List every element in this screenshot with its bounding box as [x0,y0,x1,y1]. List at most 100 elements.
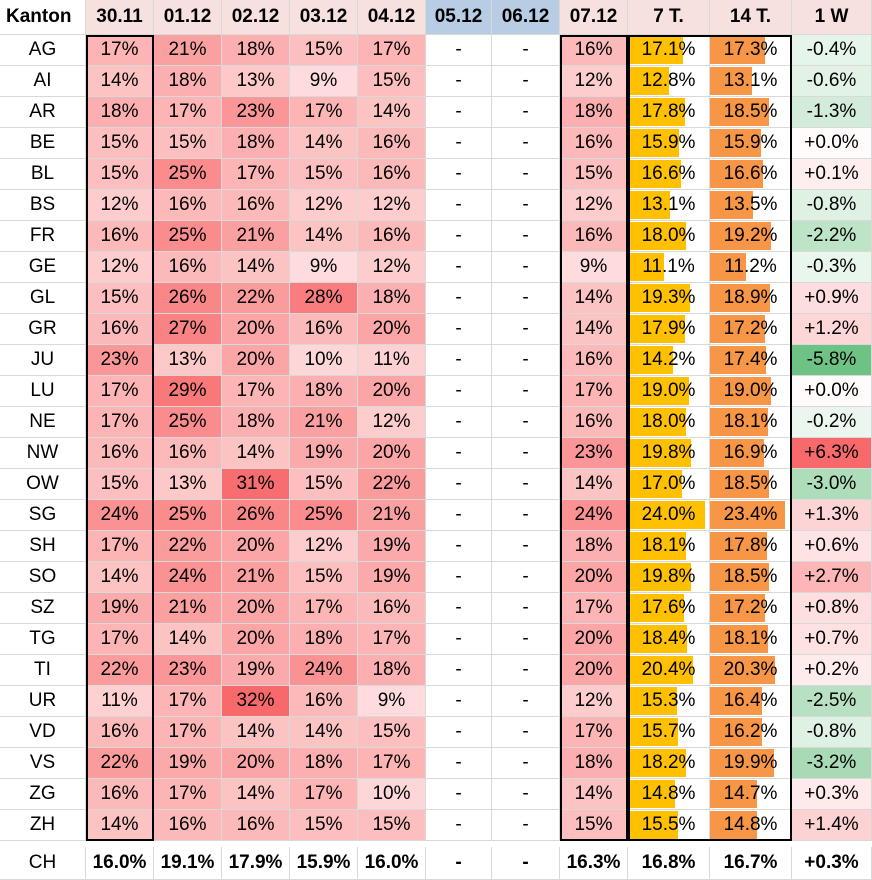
data-cell[interactable]: 20% [358,438,426,469]
row-label-bs[interactable]: BS [0,190,86,221]
data-cell[interactable]: 26% [154,283,222,314]
data-cell[interactable]: 23% [86,345,154,376]
week-change-cell[interactable]: +0.0% [792,376,872,407]
data-cell[interactable]: - [426,438,492,469]
data-cell[interactable]: - [492,500,560,531]
data-cell[interactable]: 12% [560,66,628,97]
data-cell[interactable]: - [492,221,560,252]
data-cell[interactable]: 15% [290,159,358,190]
row-label-vs[interactable]: VS [0,748,86,779]
data-cell[interactable]: 16% [222,190,290,221]
data-cell[interactable]: - [492,252,560,283]
data-cell[interactable]: - [426,97,492,128]
week-change-cell[interactable]: -0.8% [792,190,872,221]
data-cell[interactable]: 14% [290,717,358,748]
week-change-cell[interactable]: -0.4% [792,35,872,66]
data-cell[interactable]: - [492,624,560,655]
data-cell[interactable]: 17% [222,376,290,407]
data-cell[interactable]: 14% [222,779,290,810]
week-change-cell[interactable]: +2.7% [792,562,872,593]
data-cell[interactable]: 21% [222,221,290,252]
week-change-cell[interactable]: +0.7% [792,624,872,655]
data-cell[interactable]: 15% [86,128,154,159]
week-change-cell[interactable]: -0.8% [792,717,872,748]
data-cell[interactable]: 14% [560,283,628,314]
data-cell[interactable]: - [426,345,492,376]
data-cell[interactable]: - [492,407,560,438]
data-cell[interactable]: - [426,469,492,500]
data-cell[interactable]: 17% [290,97,358,128]
data-cell[interactable]: 10% [290,345,358,376]
data-cell[interactable]: - [426,283,492,314]
data-cell[interactable]: 13% [154,345,222,376]
data-cell[interactable]: 15% [154,128,222,159]
data-cell[interactable]: 14% [358,97,426,128]
data-cell[interactable]: 18% [560,531,628,562]
data-cell[interactable]: 17% [154,779,222,810]
data-cell[interactable]: 17% [222,159,290,190]
data-cell[interactable]: 14% [86,562,154,593]
data-cell[interactable]: 14% [222,438,290,469]
data-cell[interactable]: 23% [560,438,628,469]
data-cell[interactable]: 17% [358,35,426,66]
data-cell[interactable]: 9% [290,66,358,97]
bar-cell-t14[interactable]: 17.4% [710,345,792,376]
bar-cell-t7[interactable]: 19.8% [628,438,710,469]
data-cell[interactable]: 16% [358,593,426,624]
bar-cell-t14[interactable]: 15.9% [710,128,792,159]
data-cell[interactable]: 16% [86,314,154,345]
data-cell[interactable]: - [426,221,492,252]
week-change-cell[interactable]: -0.2% [792,407,872,438]
bar-cell-t14[interactable]: 19.9% [710,748,792,779]
data-cell[interactable]: 10% [358,779,426,810]
bar-cell-t7[interactable]: 24.0% [628,500,710,531]
bar-cell-t7[interactable]: 11.1% [628,252,710,283]
row-label-sg[interactable]: SG [0,500,86,531]
data-cell[interactable]: 22% [222,283,290,314]
data-cell[interactable]: 16% [154,438,222,469]
bar-cell-t7[interactable]: 15.7% [628,717,710,748]
data-cell[interactable]: 16% [290,314,358,345]
data-cell[interactable]: 15% [86,283,154,314]
data-cell[interactable]: - [492,531,560,562]
data-cell[interactable]: 23% [154,655,222,686]
bar-cell-t7[interactable]: 17.0% [628,469,710,500]
data-cell[interactable]: 15% [560,810,628,841]
data-cell[interactable]: 26% [222,500,290,531]
data-cell[interactable]: - [426,252,492,283]
data-cell[interactable]: - [426,376,492,407]
data-cell[interactable]: 12% [358,190,426,221]
data-cell[interactable]: 19% [358,531,426,562]
data-cell[interactable]: - [492,779,560,810]
data-cell[interactable]: - [426,407,492,438]
bar-cell-t7[interactable]: 19.0% [628,376,710,407]
week-change-cell[interactable]: -5.8% [792,345,872,376]
bar-cell-t7[interactable]: 19.8% [628,562,710,593]
data-cell[interactable]: - [426,500,492,531]
row-label-gl[interactable]: GL [0,283,86,314]
bar-cell-t7[interactable]: 18.0% [628,407,710,438]
week-change-cell[interactable]: +0.1% [792,159,872,190]
data-cell[interactable]: 9% [560,252,628,283]
data-cell[interactable]: 17% [86,531,154,562]
data-cell[interactable]: 25% [154,221,222,252]
data-cell[interactable]: 14% [86,810,154,841]
data-cell[interactable]: 18% [560,97,628,128]
bar-cell-t7[interactable]: 18.0% [628,221,710,252]
data-cell[interactable]: 14% [290,221,358,252]
data-cell[interactable]: 20% [222,624,290,655]
data-cell[interactable]: 16% [358,159,426,190]
data-cell[interactable]: 18% [290,376,358,407]
row-label-tg[interactable]: TG [0,624,86,655]
data-cell[interactable]: 16% [358,128,426,159]
row-label-ar[interactable]: AR [0,97,86,128]
data-cell[interactable]: 17% [358,748,426,779]
data-cell[interactable]: 18% [290,748,358,779]
data-cell[interactable]: - [492,810,560,841]
row-label-ju[interactable]: JU [0,345,86,376]
data-cell[interactable]: 15% [560,159,628,190]
bar-cell-t7[interactable]: 17.8% [628,97,710,128]
data-cell[interactable]: 18% [154,66,222,97]
bar-cell-t7[interactable]: 19.3% [628,283,710,314]
week-change-cell[interactable]: +1.4% [792,810,872,841]
